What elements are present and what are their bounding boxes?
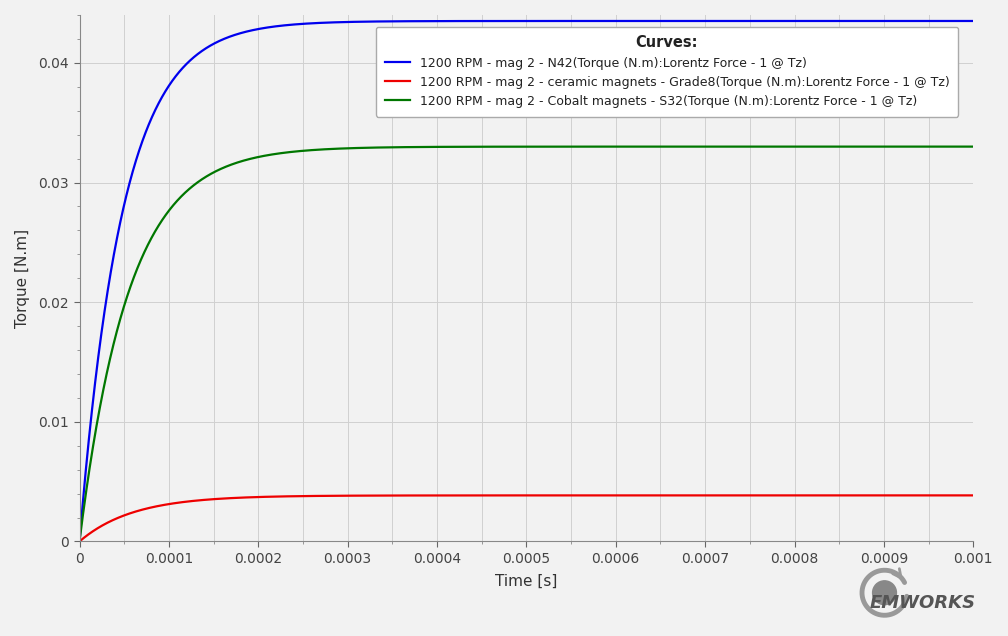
1200 RPM - mag 2 - N42(Torque (N.m):Lorentz Force - 1 @ Tz) [74, 537, 86, 545]
1200 RPM - mag 2 - Cobalt magnets - S32(Torque (N.m):Lorentz Force - 1 @ Tz) [249, 154, 261, 162]
Line: 1200 RPM - mag 2 - Cobalt magnets - S32(Torque (N.m):Lorentz Force - 1 @ Tz): 1200 RPM - mag 2 - Cobalt magnets - S32(… [80, 147, 974, 541]
1200 RPM - mag 2 - ceramic magnets - Grade8(Torque (N.m):Lorentz Force - 1 @ Tz) [920, 492, 932, 499]
Line: 1200 RPM - mag 2 - N42(Torque (N.m):Lorentz Force - 1 @ Tz): 1200 RPM - mag 2 - N42(Torque (N.m):Lore… [80, 21, 974, 541]
1200 RPM - mag 2 - Cobalt magnets - S32(Torque (N.m):Lorentz Force - 1 @ Tz) [127, 276, 139, 284]
1200 RPM - mag 2 - N42(Torque (N.m):Lorentz Force - 1 @ Tz) [920, 17, 932, 25]
1200 RPM - mag 2 - N42(Torque (N.m):Lorentz Force - 1 @ Tz) [249, 26, 261, 34]
Circle shape [873, 581, 896, 605]
Line: 1200 RPM - mag 2 - ceramic magnets - Grade8(Torque (N.m):Lorentz Force - 1 @ Tz): 1200 RPM - mag 2 - ceramic magnets - Gra… [80, 495, 974, 541]
1200 RPM - mag 2 - N42(Torque (N.m):Lorentz Force - 1 @ Tz) [111, 237, 123, 244]
Y-axis label: Torque [N.m]: Torque [N.m] [15, 229, 30, 328]
1200 RPM - mag 2 - Cobalt magnets - S32(Torque (N.m):Lorentz Force - 1 @ Tz) [968, 143, 980, 151]
1200 RPM - mag 2 - ceramic magnets - Grade8(Torque (N.m):Lorentz Force - 1 @ Tz) [968, 492, 980, 499]
1200 RPM - mag 2 - ceramic magnets - Grade8(Torque (N.m):Lorentz Force - 1 @ Tz) [74, 537, 86, 545]
1200 RPM - mag 2 - ceramic magnets - Grade8(Torque (N.m):Lorentz Force - 1 @ Tz) [127, 509, 139, 516]
1200 RPM - mag 2 - Cobalt magnets - S32(Torque (N.m):Lorentz Force - 1 @ Tz) [510, 143, 522, 151]
1200 RPM - mag 2 - N42(Torque (N.m):Lorentz Force - 1 @ Tz) [127, 167, 139, 174]
1200 RPM - mag 2 - N42(Torque (N.m):Lorentz Force - 1 @ Tz) [78, 491, 90, 499]
1200 RPM - mag 2 - Cobalt magnets - S32(Torque (N.m):Lorentz Force - 1 @ Tz) [78, 507, 90, 515]
1200 RPM - mag 2 - ceramic magnets - Grade8(Torque (N.m):Lorentz Force - 1 @ Tz) [78, 534, 90, 542]
1200 RPM - mag 2 - ceramic magnets - Grade8(Torque (N.m):Lorentz Force - 1 @ Tz) [111, 515, 123, 522]
1200 RPM - mag 2 - ceramic magnets - Grade8(Torque (N.m):Lorentz Force - 1 @ Tz) [249, 494, 261, 501]
1200 RPM - mag 2 - ceramic magnets - Grade8(Torque (N.m):Lorentz Force - 1 @ Tz) [510, 492, 522, 499]
1200 RPM - mag 2 - N42(Torque (N.m):Lorentz Force - 1 @ Tz) [510, 17, 522, 25]
1200 RPM - mag 2 - Cobalt magnets - S32(Torque (N.m):Lorentz Force - 1 @ Tz) [74, 537, 86, 545]
1200 RPM - mag 2 - Cobalt magnets - S32(Torque (N.m):Lorentz Force - 1 @ Tz) [111, 329, 123, 336]
1200 RPM - mag 2 - Cobalt magnets - S32(Torque (N.m):Lorentz Force - 1 @ Tz) [920, 143, 932, 151]
1200 RPM - mag 2 - N42(Torque (N.m):Lorentz Force - 1 @ Tz) [968, 17, 980, 25]
X-axis label: Time [s]: Time [s] [495, 574, 557, 589]
Legend: 1200 RPM - mag 2 - N42(Torque (N.m):Lorentz Force - 1 @ Tz), 1200 RPM - mag 2 - : 1200 RPM - mag 2 - N42(Torque (N.m):Lore… [376, 27, 958, 117]
Text: EMWORKS: EMWORKS [869, 594, 976, 612]
